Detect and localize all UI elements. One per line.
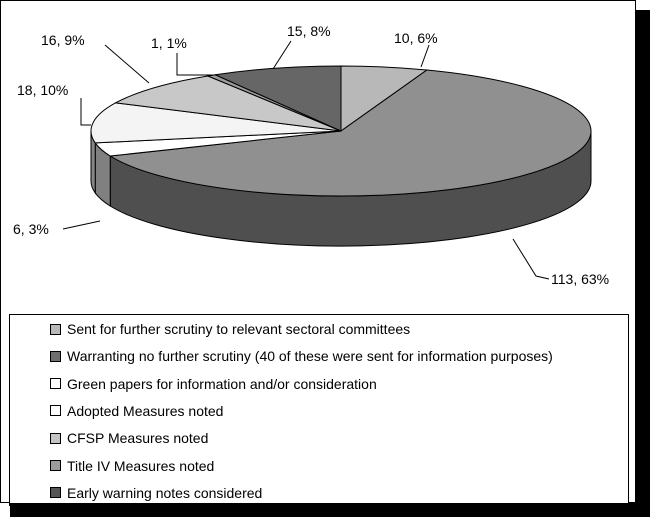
legend-label-3: Adopted Measures noted	[67, 402, 224, 419]
pie-slice-6	[213, 65, 342, 132]
legend-swatch-2	[50, 378, 61, 390]
legend-label-5: Title IV Measures noted	[67, 457, 215, 474]
leader-line-4	[104, 44, 150, 84]
leader-line-3	[80, 98, 91, 126]
data-label-3: 18, 10%	[17, 82, 68, 98]
frame-shadow-right	[636, 10, 650, 517]
data-label-0: 10, 6%	[394, 30, 438, 46]
legend-item-3: Adopted Measures noted	[50, 401, 223, 421]
pie-chart-plot: 10, 6% 113, 63% 6, 3% 18, 10% 16, 9% 1, 1% 15,…	[13, 23, 609, 287]
pie-slice-1	[108, 69, 592, 197]
legend-swatch-3	[50, 405, 61, 417]
legend-item-6: Early warning notes considered	[50, 483, 262, 503]
pie-slice-3	[90, 102, 342, 144]
legend-label-2: Green papers for information and/or cons…	[67, 375, 377, 392]
legend-swatch-4	[50, 432, 61, 444]
data-label-2: 6, 3%	[13, 221, 49, 237]
legend-item-1: Warranting no further scrutiny (40 of th…	[50, 346, 553, 366]
pie-slice-4	[114, 75, 342, 132]
data-label-6: 15, 8%	[287, 23, 331, 39]
leader-line-1	[512, 238, 550, 280]
legend-item-5: Title IV Measures noted	[50, 456, 214, 476]
legend-label-6: Early warning notes considered	[67, 484, 263, 501]
leader-line-0	[420, 44, 430, 68]
leader-line-5	[176, 53, 213, 76]
data-label-5: 1, 1%	[151, 35, 187, 51]
legend-item-2: Green papers for information and/or cons…	[50, 374, 377, 394]
data-label-1: 113, 63%	[551, 271, 609, 287]
frame-shadow-bottom	[10, 503, 650, 517]
legend-swatch-5	[50, 460, 61, 471]
legend-swatch-0	[50, 323, 61, 335]
data-label-4: 16, 9%	[41, 32, 85, 48]
legend-swatch-6	[50, 487, 61, 499]
legend-item-0: Sent for further scrutiny to relevant se…	[50, 319, 410, 339]
legend-label-0: Sent for further scrutiny to relevant se…	[67, 321, 411, 337]
legend-label-4: CFSP Measures noted	[67, 430, 209, 447]
leader-line-2	[62, 220, 101, 230]
chart-frame: 10, 6% 113, 63% 6, 3% 18, 10% 16, 9% 1, 1% 15,…	[0, 0, 636, 506]
legend-label-1: Warranting no further scrutiny (40 of th…	[67, 348, 553, 365]
leader-line-6	[272, 40, 292, 70]
legend-swatch-1	[50, 350, 61, 362]
chart-legend: Sent for further scrutiny to relevant se…	[9, 314, 629, 506]
legend-item-4: CFSP Measures noted	[50, 428, 208, 448]
